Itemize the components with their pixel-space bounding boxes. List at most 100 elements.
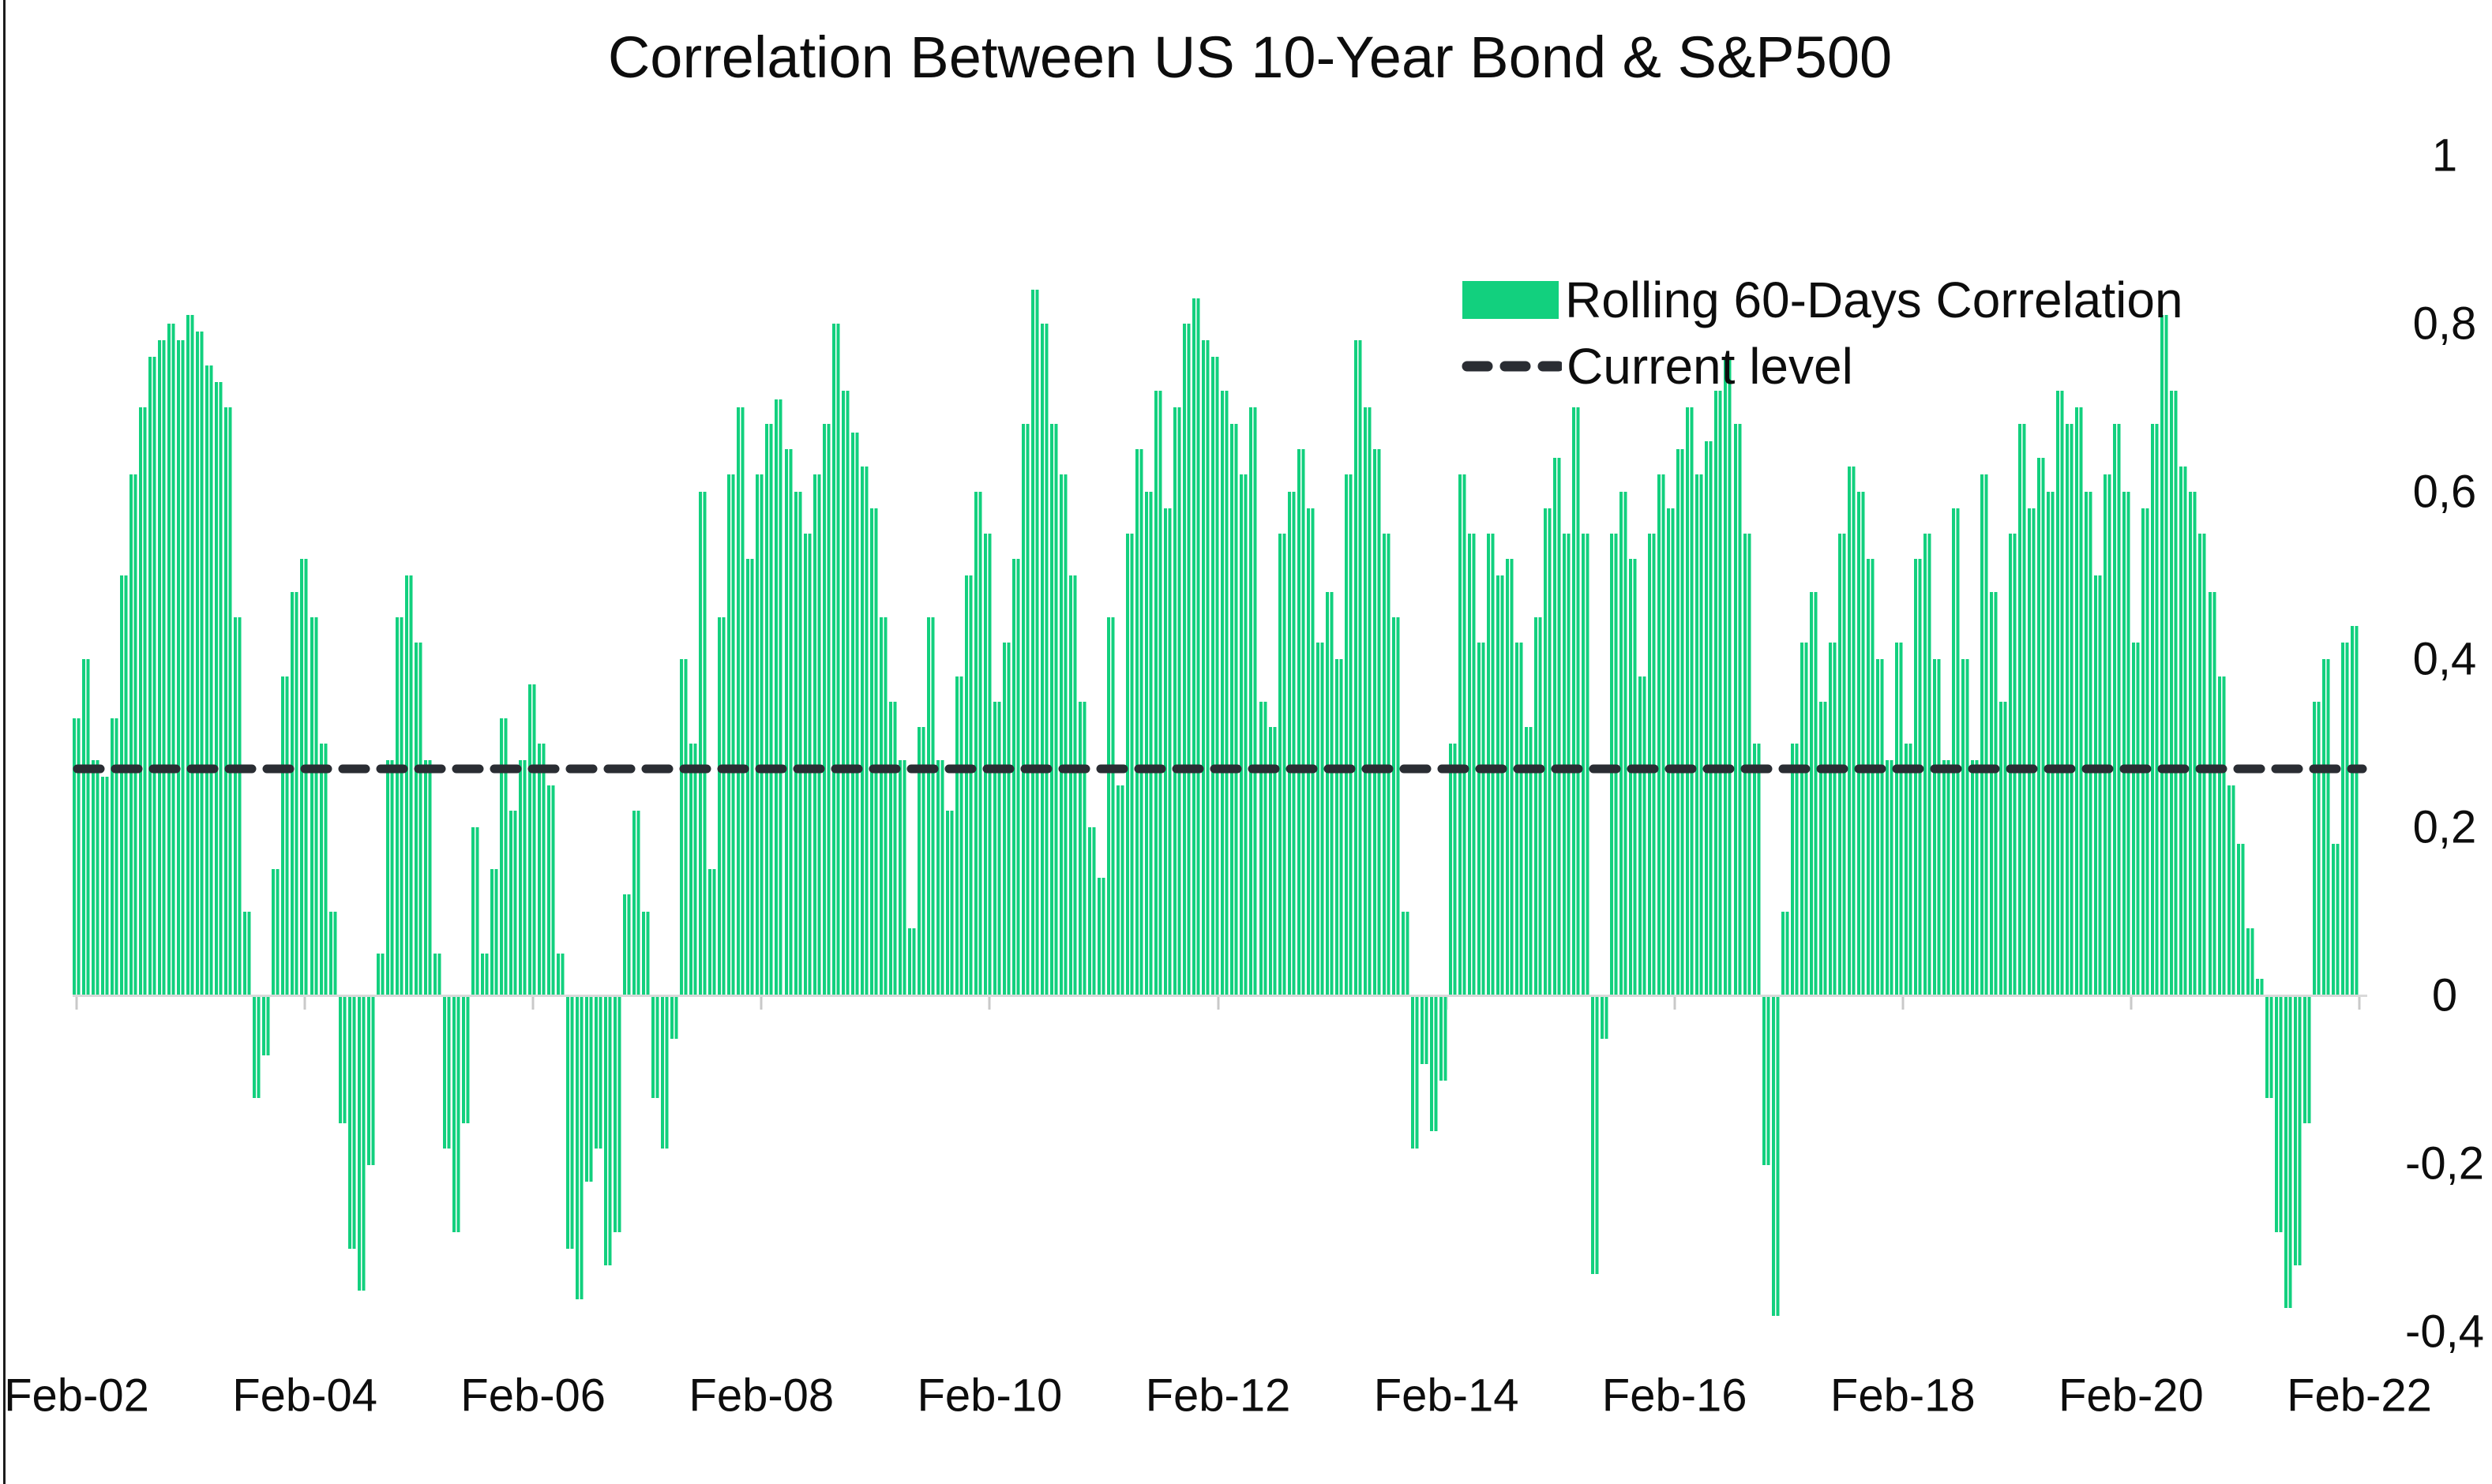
correlation-bar: [955, 676, 964, 995]
correlation-bar: [614, 997, 622, 1232]
correlation-bar: [2217, 676, 2226, 995]
correlation-bar: [907, 928, 916, 995]
correlation-bar: [1458, 474, 1467, 995]
x-axis-tick-label: Feb-22: [2287, 1370, 2432, 1422]
x-axis-tick-mark: [1901, 997, 1905, 1010]
correlation-bar: [139, 407, 148, 995]
correlation-bar: [129, 474, 138, 995]
correlation-bar: [1515, 643, 1524, 995]
correlation-bar: [775, 399, 783, 995]
correlation-bar: [566, 997, 575, 1250]
correlation-bar: [1098, 878, 1106, 995]
zero-baseline: [73, 995, 2367, 997]
legend-current-level-label: Current level: [1567, 338, 1853, 395]
correlation-bar: [442, 997, 451, 1149]
correlation-bar: [1923, 533, 1932, 995]
correlation-bar: [2047, 491, 2055, 995]
correlation-bar: [2179, 466, 2188, 995]
correlation-bar: [1420, 997, 1429, 1065]
correlation-bar: [888, 701, 897, 995]
correlation-bar: [1410, 997, 1419, 1149]
correlation-bar: [433, 953, 441, 995]
correlation-bar: [1601, 997, 1609, 1040]
correlation-bar: [2350, 625, 2359, 995]
correlation-bar: [1714, 390, 1723, 995]
correlation-bar: [1154, 390, 1163, 995]
correlation-bar: [841, 390, 850, 995]
correlation-bar: [1686, 407, 1694, 995]
correlation-bar: [1372, 449, 1381, 995]
dashed-line-icon: [1462, 361, 1562, 372]
correlation-bar: [158, 340, 167, 995]
correlation-bar: [974, 491, 983, 995]
correlation-bar: [1847, 466, 1856, 995]
correlation-bar: [1363, 407, 1372, 995]
correlation-bar: [2141, 508, 2150, 995]
correlation-bar: [1695, 474, 1704, 995]
correlation-bar: [642, 911, 651, 995]
correlation-bar: [936, 760, 944, 995]
correlation-bar: [1951, 508, 1961, 995]
correlation-bar: [1629, 558, 1638, 995]
correlation-bar: [1439, 997, 1448, 1081]
correlation-bar: [1657, 474, 1666, 995]
correlation-bar: [1391, 617, 1400, 995]
correlation-bar: [822, 424, 831, 995]
x-axis-tick-mark: [303, 997, 306, 1010]
correlation-bar: [2160, 315, 2169, 995]
correlation-bar: [1183, 323, 1192, 995]
correlation-bar: [1221, 390, 1229, 995]
correlation-bar: [509, 810, 518, 995]
correlation-bar: [1781, 911, 1789, 995]
correlation-bar: [1306, 508, 1315, 995]
correlation-bar: [101, 777, 110, 995]
chart-title: Correlation Between US 10-Year Bond & S&…: [607, 24, 1893, 90]
correlation-bar: [1638, 676, 1647, 995]
correlation-bar: [1913, 558, 1923, 995]
correlation-bar: [727, 474, 736, 995]
correlation-bar: [1676, 449, 1685, 995]
correlation-bar: [2085, 491, 2093, 995]
x-axis-tick-mark: [75, 997, 78, 1010]
correlation-bar: [1107, 617, 1116, 995]
correlation-bar: [1572, 407, 1581, 995]
correlation-bar: [1866, 558, 1875, 995]
correlation-bar: [2227, 785, 2235, 995]
correlation-bar: [2132, 643, 2141, 995]
correlation-bar: [1790, 743, 1799, 995]
correlation-bar: [518, 760, 527, 995]
correlation-bar: [1050, 424, 1059, 995]
correlation-bar: [1856, 491, 1865, 995]
x-axis-tick-label: Feb-18: [1830, 1370, 1976, 1422]
correlation-bar: [1192, 298, 1201, 995]
correlation-bar: [1287, 491, 1296, 995]
correlation-bar: [1733, 424, 1742, 995]
correlation-bar: [111, 718, 119, 995]
correlation-bar: [404, 575, 413, 995]
correlation-bar: [2302, 997, 2311, 1123]
correlation-bar: [1135, 449, 1144, 995]
correlation-bar: [253, 997, 261, 1098]
correlation-bar: [471, 827, 480, 995]
correlation-bar: [1401, 911, 1409, 995]
correlation-bar: [366, 997, 375, 1165]
correlation-bar: [480, 953, 490, 995]
correlation-bar: [794, 491, 802, 995]
left-axis-line: [3, 0, 6, 1484]
correlation-bar: [1145, 491, 1154, 995]
series-swatch-icon: [1462, 281, 1559, 319]
correlation-bar: [2236, 844, 2245, 995]
correlation-bar: [376, 953, 385, 995]
correlation-bar: [860, 466, 869, 995]
y-axis-tick-label: 0,4: [2412, 633, 2477, 685]
correlation-bar: [1467, 533, 1477, 995]
correlation-bar: [1875, 659, 1884, 995]
correlation-bar: [310, 617, 318, 995]
x-axis-tick-label: Feb-08: [689, 1370, 835, 1422]
correlation-bar: [926, 617, 935, 995]
correlation-bar: [1894, 643, 1904, 995]
correlation-bar: [1173, 407, 1182, 995]
x-axis-tick-mark: [988, 997, 991, 1010]
correlation-bar: [2037, 458, 2046, 995]
